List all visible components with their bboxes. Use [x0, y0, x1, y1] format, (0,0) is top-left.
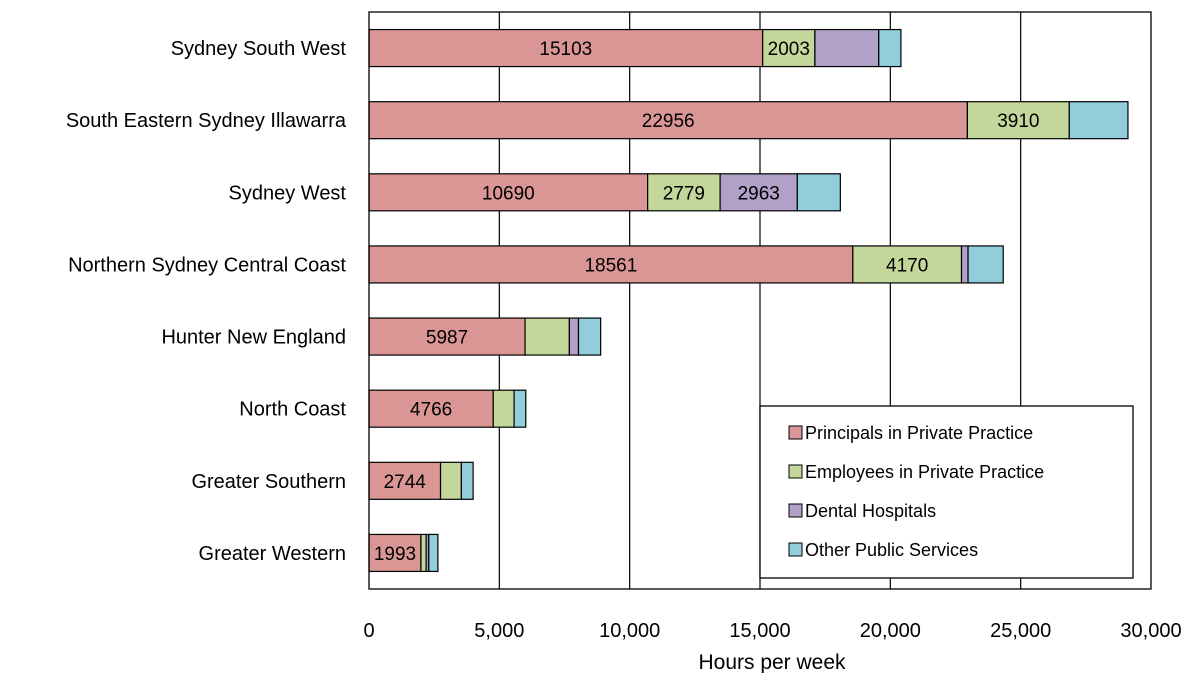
category-label: Hunter New England [161, 327, 346, 349]
bar-segment [492, 389, 515, 428]
bar-segment [368, 245, 854, 284]
x-axis-title: Hours per week [698, 651, 846, 673]
x-tick-label: 5,000 [474, 620, 524, 642]
data-label: 2779 [663, 183, 705, 204]
bar-segment [967, 245, 1004, 284]
bar-segment [960, 245, 969, 284]
legend-box [759, 405, 1134, 579]
x-tick-label: 15,000 [729, 620, 790, 642]
bar-segment [568, 317, 580, 356]
value-axis-tick-labels: 0 5,000 10,000 15,000 20,000 25,000 30,000 [363, 620, 1181, 642]
category-label: Greater Western [199, 543, 346, 565]
bar-segment [428, 533, 439, 573]
bar-segment [368, 389, 494, 428]
bar-segment [878, 28, 902, 68]
data-label: 4766 [410, 400, 452, 421]
bar-segment [762, 28, 816, 68]
bar-segment [439, 461, 462, 500]
bar-segment [796, 173, 841, 212]
category-label: South Eastern Sydney Illawarra [66, 110, 347, 132]
data-label: 22956 [642, 111, 695, 132]
data-label: 15103 [539, 39, 592, 60]
data-label: 1993 [374, 544, 416, 565]
data-label: 4170 [886, 255, 928, 276]
data-label: 10690 [482, 183, 535, 204]
legend-label: Principals in Private Practice [805, 423, 1033, 443]
bar-segment [577, 317, 602, 356]
x-tick-label: 0 [363, 620, 374, 642]
bar-segment [420, 533, 427, 573]
legend-label: Dental Hospitals [805, 501, 936, 521]
legend-label: Employees in Private Practice [805, 462, 1044, 482]
bar-segment [368, 173, 649, 212]
legend-swatch [788, 542, 803, 557]
bar-segment [647, 173, 721, 212]
plot-area-frame [368, 11, 1152, 590]
bar-segment [368, 533, 422, 573]
category-label: Northern Sydney Central Coast [68, 254, 346, 276]
bar-segment [524, 317, 570, 356]
x-tick-label: 25,000 [990, 620, 1051, 642]
category-label: Sydney South West [171, 38, 347, 60]
data-label: 18561 [584, 255, 637, 276]
data-label: 3910 [997, 111, 1039, 132]
bar-segment [966, 101, 1070, 140]
legend-swatch [788, 503, 803, 518]
bar-segment [513, 389, 527, 428]
bar-segment [368, 101, 968, 140]
bar-segment [814, 28, 880, 68]
legend-label: Other Public Services [805, 540, 978, 560]
data-label: 2003 [768, 39, 810, 60]
x-tick-label: 10,000 [599, 620, 660, 642]
bars: 15103 2003 22956 3910 10690 2779 2963 18561 4170… [368, 28, 1129, 573]
data-label: 2963 [738, 183, 780, 204]
category-label: Greater Southern [191, 471, 346, 493]
bar-segment [368, 461, 442, 500]
x-tick-label: 30,000 [1120, 620, 1181, 642]
bar-segment [368, 28, 764, 68]
category-label: Sydney West [229, 182, 347, 204]
legend-swatch [788, 425, 803, 440]
data-label: 5987 [426, 328, 468, 349]
category-label: North Coast [239, 399, 346, 421]
legend-swatch [788, 464, 803, 479]
category-axis-labels: Sydney South West South Eastern Sydney Il… [66, 38, 347, 565]
bar-segment [1068, 101, 1129, 140]
bar-segment [460, 461, 474, 500]
data-label: 2744 [384, 472, 427, 493]
legend: Principals in Private Practice Employees … [759, 405, 1134, 579]
x-tick-label: 20,000 [860, 620, 921, 642]
